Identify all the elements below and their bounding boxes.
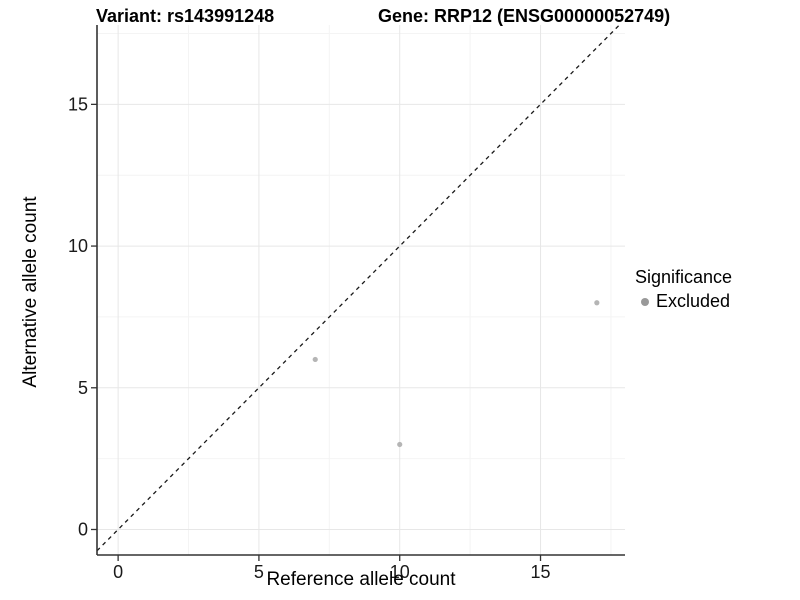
- legend-key-dot-icon: [641, 297, 649, 306]
- y-tick-label: 10: [68, 236, 88, 256]
- x-tick-label: 10: [390, 562, 410, 582]
- x-tick-label: 5: [254, 562, 264, 582]
- legend: Significance Excluded: [635, 267, 732, 312]
- variant-title: Variant: rs143991248: [96, 6, 275, 26]
- identity-line: [96, 24, 620, 552]
- legend-title: Significance: [635, 267, 733, 287]
- y-tick-label: 0: [78, 519, 88, 539]
- data-point: [594, 300, 600, 306]
- x-tick-label: 15: [531, 562, 551, 582]
- data-point: [397, 441, 403, 448]
- y-tick-label: 15: [68, 94, 88, 114]
- legend-entry-label: Excluded: [656, 291, 731, 311]
- legend-entry-excluded: Excluded: [635, 291, 732, 312]
- y-axis-title: Alternative allele count: [20, 196, 41, 388]
- data-point: [312, 356, 318, 363]
- x-tick-label: 0: [113, 562, 123, 582]
- x-axis-title: Reference allele count: [266, 569, 456, 590]
- gene-title: Gene: RRP12 (ENSG00000052749): [378, 6, 671, 26]
- y-tick-label: 5: [78, 378, 88, 398]
